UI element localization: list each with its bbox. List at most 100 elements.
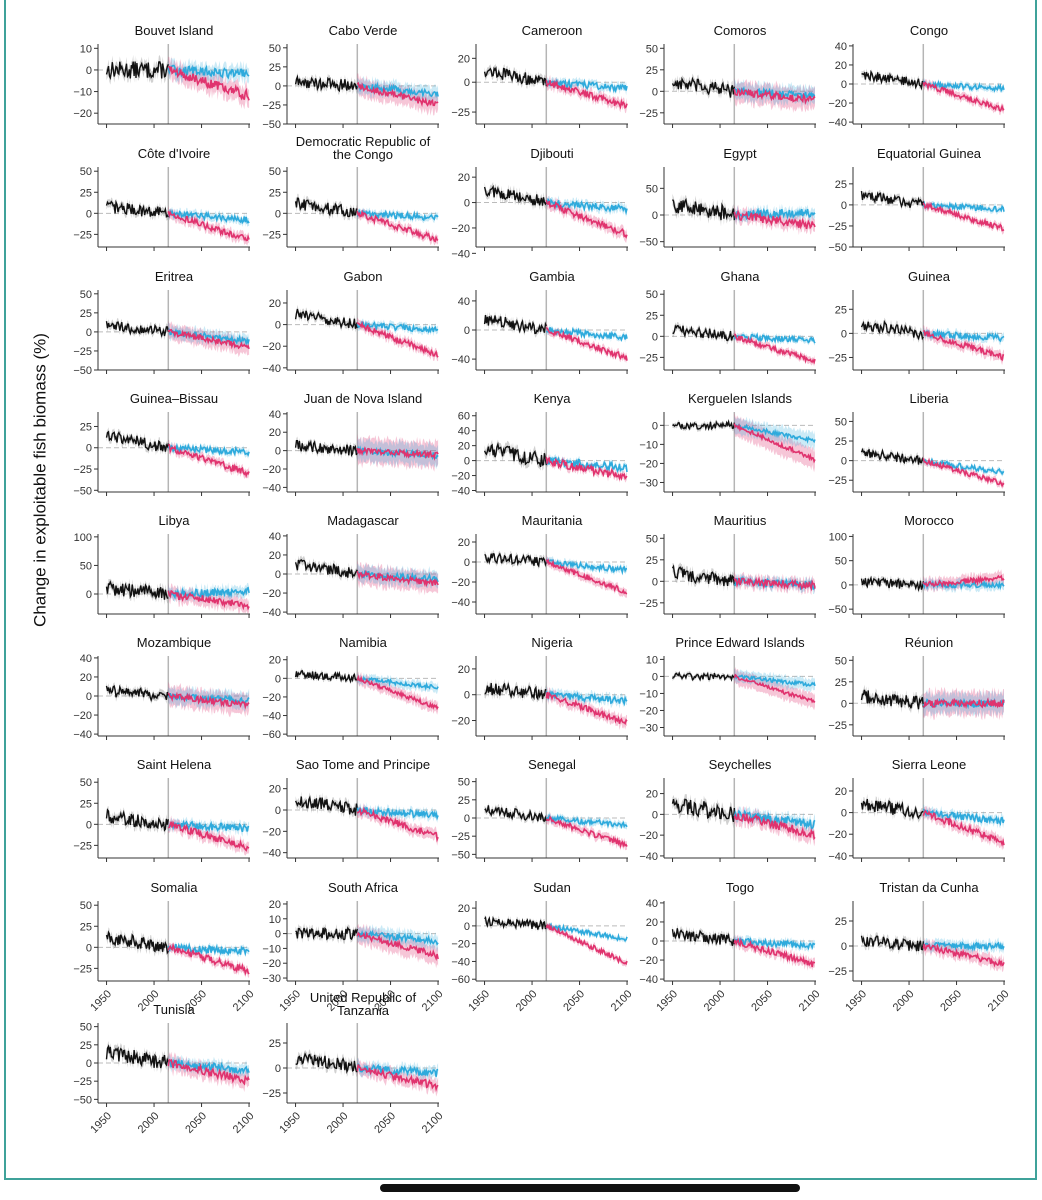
high-emission-series-line [545,922,628,966]
x-tick-label: 2100 [986,988,1012,1014]
home-indicator-bar[interactable] [380,1184,800,1192]
low-emission-series-line [545,689,628,707]
y-tick-label: −20 [451,716,470,728]
low-emission-series-line [733,936,816,951]
high-emission-series-line [545,456,628,481]
y-tick-label: 0 [841,200,847,212]
low-emission-series-line [922,940,1005,952]
low-emission-series-line [922,328,1005,343]
panel-sierra-leone: Sierra Leone −40 −20 0 20 [828,757,1005,863]
high-emission-series-line [167,691,250,710]
y-tick-label: 20 [269,427,281,439]
y-tick-label: 0 [464,77,470,89]
y-tick-label: 0 [464,921,470,933]
y-tick-label: −20 [451,939,470,951]
panel-cabo-verde: Cabo Verde −50 −25 0 25 50 [262,23,439,131]
y-tick-label: −50 [451,849,470,861]
historical-range-band [861,446,924,469]
x-tick-label: 1950 [277,988,303,1014]
panel-sudan: Sudan −60 −40 −20 0 20 1950 2000 2050 2100 [451,880,634,1014]
historical-range-band [861,931,924,956]
historical-series-line [671,76,735,98]
y-tick-label: −20 [828,98,847,110]
y-tick-label: 50 [80,777,92,789]
y-tick-label: 60 [458,411,470,423]
y-tick-label: 0 [275,1063,281,1075]
y-tick-label: 20 [269,298,281,310]
x-tick-label: 2050 [749,988,775,1014]
high-emission-series-line [167,942,250,977]
y-tick-label: 0 [652,210,658,222]
y-tick-label: 0 [86,589,92,601]
panel-title: Kenya [534,391,572,406]
panel-title: United Republic of [310,990,417,1005]
y-tick-label: 0 [275,569,281,581]
x-tick-label: 1950 [654,988,680,1014]
low-emission-series-line [733,809,816,830]
low-emission-series-line [922,79,1005,93]
high-emission-series-line [356,209,439,243]
y-tick-label: −20 [451,577,470,589]
y-tick-label: −25 [828,966,847,978]
historical-series-line [294,558,358,579]
historical-series-line [672,324,735,342]
historical-range-band [295,72,358,96]
historical-series-line [294,197,358,218]
panel-title: Côte d'Ivoire [138,146,211,161]
y-tick-label: 25 [80,308,92,320]
y-tick-label: 0 [652,671,658,683]
low-emission-series-line [167,442,250,457]
y-tick-label: 50 [80,900,92,912]
y-tick-label: −10 [639,688,658,700]
panel-title: Prince Edward Islands [675,635,805,650]
high-emission-series-line [168,443,250,478]
high-emission-series-line [922,457,1005,488]
y-tick-label: −40 [262,482,281,494]
y-tick-label: −25 [828,720,847,732]
panel-equatorial-guinea: Equatorial Guinea −50 −25 0 25 [828,146,1005,254]
high-emission-series-line [167,328,250,350]
y-tick-label: −30 [639,722,658,734]
y-tick-label: −20 [262,692,281,704]
y-tick-label: 20 [458,903,470,915]
panel-ghana: Ghana −25 0 25 50 [639,269,816,374]
y-tick-label: −50 [73,1094,92,1106]
historical-series-line [105,580,169,600]
panel-title: Somalia [151,880,199,895]
historical-series-line [671,564,735,587]
y-tick-label: −40 [639,851,658,863]
low-emission-series-line [356,675,439,691]
y-tick-label: −40 [828,851,847,863]
panel-title: Sierra Leone [892,757,966,772]
y-tick-label: −25 [828,221,847,233]
y-tick-label: 40 [646,898,658,910]
x-tick-label: 2000 [325,1110,351,1136]
panel-mozambique: Mozambique −40 −20 0 20 40 [73,635,250,741]
low-emission-series-line [922,457,1005,476]
historical-series-line [295,1052,358,1074]
y-tick-label: 25 [835,916,847,928]
y-tick-label: 0 [275,446,281,458]
low-emission-series-line [733,331,816,345]
low-emission-series-line [356,320,439,334]
panel-title: Madagascar [327,513,399,528]
y-tick-label: 10 [80,43,92,55]
high-emission-series-line [356,81,439,108]
y-tick-label: 40 [80,653,92,665]
y-tick-label: 25 [80,921,92,933]
panel-tristan-da-cunha: Tristan da Cunha −25 0 25 1950 2000 2050 2100 [828,880,1011,1014]
historical-series-line [105,1044,169,1069]
historical-series-line [860,798,924,820]
y-tick-label: −25 [639,352,658,364]
y-tick-label: 40 [269,531,281,543]
panel-title: Equatorial Guinea [877,146,982,161]
y-tick-label: −20 [639,955,658,967]
y-tick-label: 0 [464,813,470,825]
y-tick-label: 50 [80,289,92,301]
y-tick-label: −25 [451,831,470,843]
x-tick-label: 2050 [938,988,964,1014]
low-emission-range-band [546,76,627,96]
high-emission-series-line [167,820,250,852]
panel-guinea-bissau: Guinea–Bissau −50 −25 0 25 [73,391,250,497]
